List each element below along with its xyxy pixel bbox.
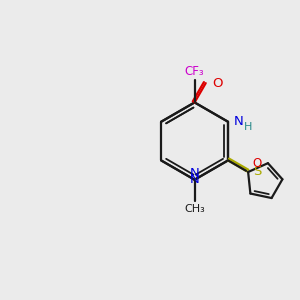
Text: N: N: [190, 167, 200, 180]
Text: CH₃: CH₃: [184, 204, 205, 214]
Text: CF₃: CF₃: [185, 65, 204, 78]
Text: O: O: [252, 157, 261, 170]
Text: N: N: [190, 173, 200, 186]
Text: N: N: [233, 115, 243, 128]
Text: O: O: [212, 76, 223, 90]
Text: H: H: [244, 122, 252, 132]
Text: S: S: [253, 165, 261, 178]
